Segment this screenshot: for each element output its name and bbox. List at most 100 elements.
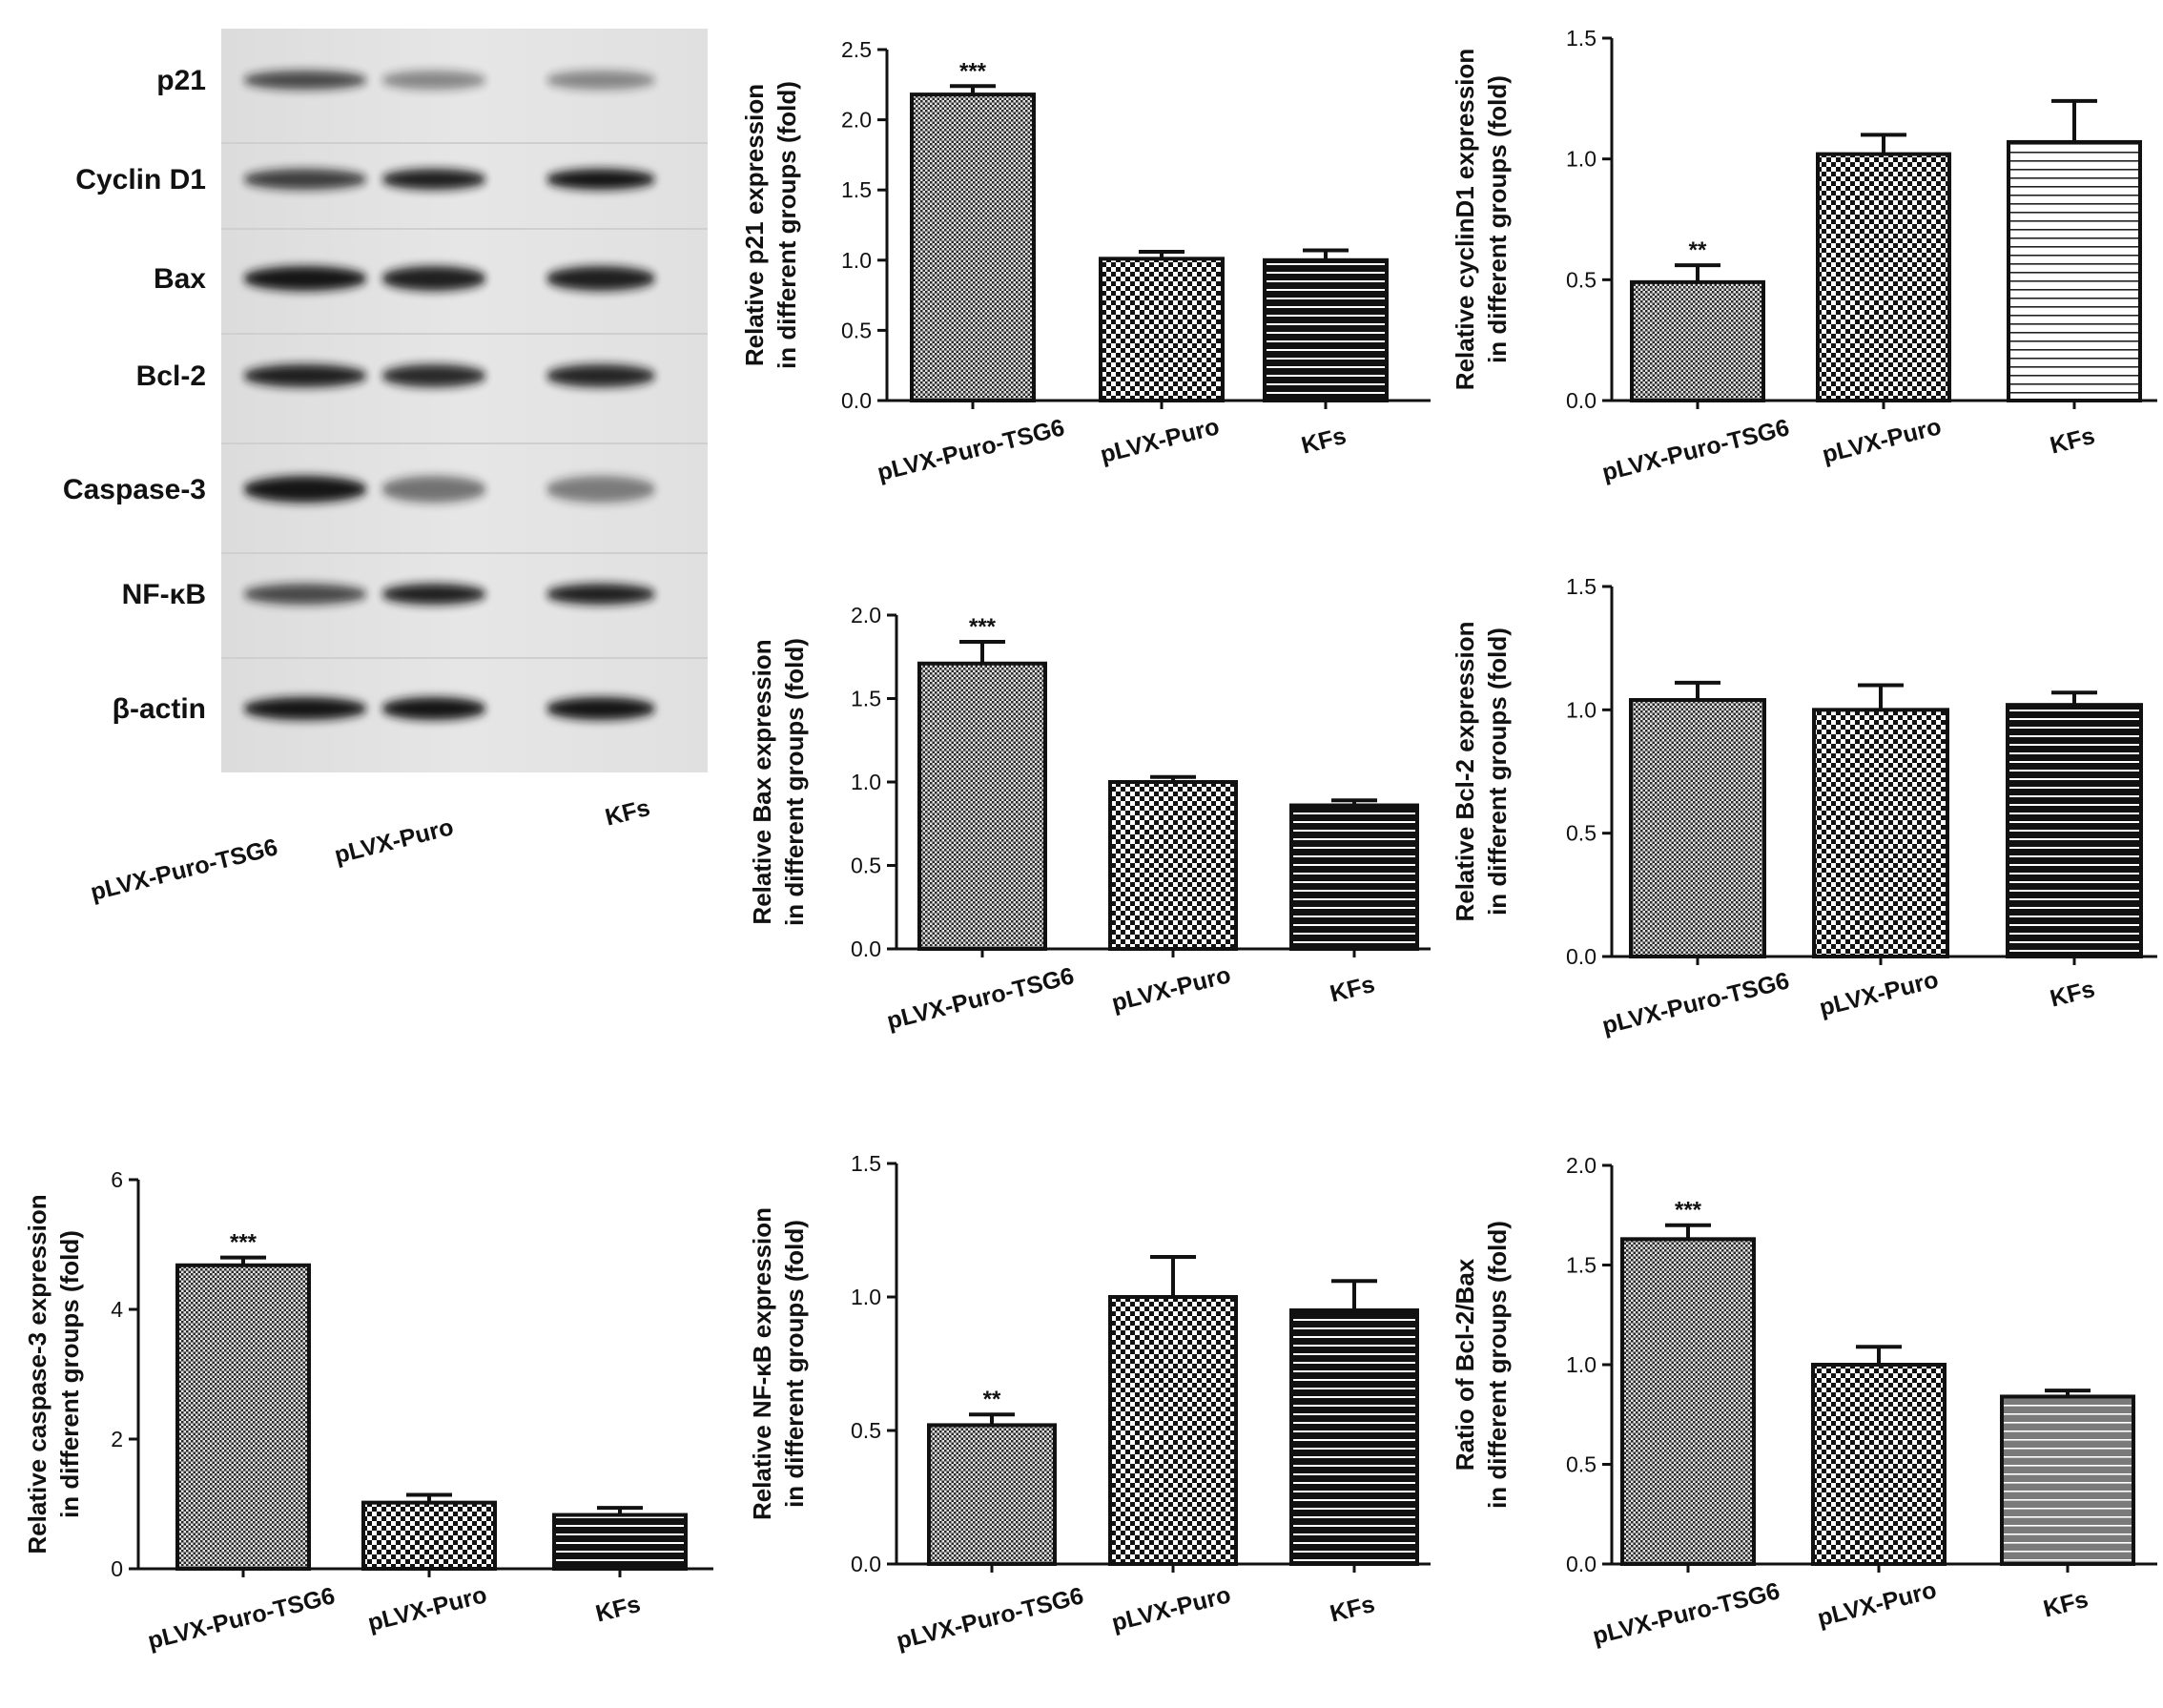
blot-row: β-actin (113, 693, 656, 725)
x-tick-label: pLVX-Puro (1820, 413, 1944, 468)
y-tick-label: 0.0 (1566, 388, 1596, 413)
y-axis-label: Relative NF-κB expression (748, 1207, 776, 1520)
blot-row-label: Caspase-3 (63, 474, 206, 505)
y-axis-label: Relative Bax expression (748, 639, 776, 924)
blot-band (381, 71, 486, 90)
x-tick-label: pLVX-Puro-TSG6 (1599, 967, 1792, 1039)
y-tick-label: 1.5 (1566, 574, 1596, 599)
y-tick-label: 1.0 (851, 770, 881, 794)
western-blot-panel: p21 Cyclin D1 Bax Bcl-2 Caspase-3 NF-κB β-acti… (63, 29, 708, 906)
y-axis-label: Relative caspase-3 expression (23, 1194, 52, 1554)
x-tick-label: KFs (2041, 1586, 2091, 1623)
blot-band (243, 697, 367, 720)
y-axis-label: in different groups (fold) (1483, 75, 1512, 363)
y-tick-label: 0.5 (1566, 267, 1596, 292)
blot-band (381, 697, 486, 720)
y-tick-label: 2.0 (851, 603, 881, 628)
bar (1630, 279, 1765, 402)
blot-membrane (221, 29, 708, 772)
x-tick-label: KFs (1328, 1591, 1378, 1628)
blot-row-label: Bax (154, 263, 206, 295)
bar (361, 1500, 497, 1572)
y-tick-label: 2.0 (1566, 1153, 1596, 1178)
bar (917, 661, 1047, 951)
y-tick-label: 0 (111, 1556, 123, 1581)
blot-band (381, 584, 486, 605)
y-tick-label: 1.0 (841, 248, 872, 273)
chart-bax: 0.0 0.5 1.0 1.5 2.0 Relative Bax expression in… (748, 603, 1431, 1035)
blot-row: Bcl-2 (136, 360, 656, 392)
y-tick-label: 0.0 (851, 936, 881, 961)
chart-caspase3: 0 2 4 6 Relative caspase-3 expression in diff… (23, 1167, 713, 1655)
x-tick-label: KFs (593, 1591, 644, 1628)
blot-row-label: β-actin (113, 693, 206, 725)
bar (1620, 1237, 1756, 1566)
blot-row-label: p21 (156, 65, 206, 96)
blot-band (243, 266, 367, 291)
x-tick-label: pLVX-Puro (1098, 413, 1222, 468)
bar (552, 1513, 688, 1572)
x-tick-label: pLVX-Puro (1109, 1581, 1233, 1636)
bar (1816, 152, 1951, 402)
bar (910, 93, 1036, 402)
bar (1812, 708, 1949, 958)
blot-band (381, 476, 486, 503)
x-tick-label: pLVX-Puro-TSG6 (894, 1582, 1086, 1655)
y-tick-label: 0.5 (851, 1418, 881, 1443)
x-tick-label: pLVX-Puro (1109, 961, 1233, 1017)
blot-row: Caspase-3 (63, 474, 656, 505)
blot-band (546, 364, 656, 387)
x-tick-label: KFs (1299, 422, 1349, 460)
y-tick-label: 2 (111, 1427, 123, 1451)
blot-band (546, 584, 656, 605)
y-tick-label: 1.5 (1566, 1253, 1596, 1278)
chart-p21: 0.0 0.5 1.0 1.5 2.0 2.5 Relative p21 expressio… (740, 37, 1431, 486)
blot-row: p21 (156, 65, 656, 96)
bar (1099, 257, 1225, 402)
y-tick-label: 1.5 (1566, 26, 1596, 51)
bar (1263, 257, 1389, 402)
blot-band (381, 364, 486, 387)
blot-lane-label: pLVX-Puro-TSG6 (88, 833, 280, 906)
blot-band (546, 266, 656, 291)
x-tick-label: pLVX-Puro (1815, 1576, 1939, 1632)
x-tick-label: pLVX-Puro-TSG6 (875, 414, 1067, 486)
x-tick-label: pLVX-Puro-TSG6 (1590, 1577, 1782, 1650)
chart-cyclind1: 0.0 0.5 1.0 1.5 Relative cyclinD1 expression… (1451, 26, 2157, 486)
chart-nfkb: 0.0 0.5 1.0 1.5 Relative NF-κB expression in … (748, 1151, 1431, 1655)
bar (1108, 1295, 1238, 1566)
x-tick-label: KFs (1328, 971, 1378, 1008)
blot-band (243, 71, 367, 90)
x-tick-label: pLVX-Puro-TSG6 (145, 1582, 338, 1655)
blot-lane-label: pLVX-Puro (332, 813, 456, 869)
y-axis-label: in different groups (fold) (1483, 1221, 1512, 1509)
blot-band (546, 476, 656, 503)
chart-bcl2: 0.0 0.5 1.0 1.5 Relative Bcl-2 expression in … (1451, 574, 2157, 1039)
x-tick-label: KFs (2048, 422, 2098, 460)
y-tick-label: 0.5 (1566, 821, 1596, 846)
y-axis-label: in different groups (fold) (780, 1220, 809, 1508)
y-axis-label: Ratio of Bcl-2/Bax (1451, 1258, 1479, 1471)
bar (2006, 703, 2143, 958)
bar (175, 1263, 311, 1571)
blot-band (546, 169, 656, 190)
blot-band (243, 169, 367, 190)
y-tick-label: 0.0 (851, 1552, 881, 1576)
y-tick-label: 6 (111, 1167, 123, 1192)
blot-row-label: Cyclin D1 (75, 164, 206, 195)
x-tick-label: KFs (2048, 976, 2098, 1013)
significance-label: *** (1675, 1198, 1702, 1224)
significance-label: *** (959, 58, 987, 84)
bar (2000, 1394, 2135, 1566)
bar (1629, 697, 1766, 959)
bar (1289, 803, 1419, 951)
x-tick-label: pLVX-Puro (1817, 966, 1941, 1021)
significance-label: ** (983, 1387, 1001, 1412)
blot-band (243, 584, 367, 605)
y-tick-label: 1.0 (1566, 697, 1596, 722)
chart-ratio: 0.0 0.5 1.0 1.5 2.0 Ratio of Bcl-2/Bax in diff… (1451, 1153, 2157, 1650)
y-tick-label: 1.5 (851, 1151, 881, 1176)
y-tick-label: 0.5 (851, 854, 881, 878)
y-tick-label: 1.0 (1566, 1352, 1596, 1377)
